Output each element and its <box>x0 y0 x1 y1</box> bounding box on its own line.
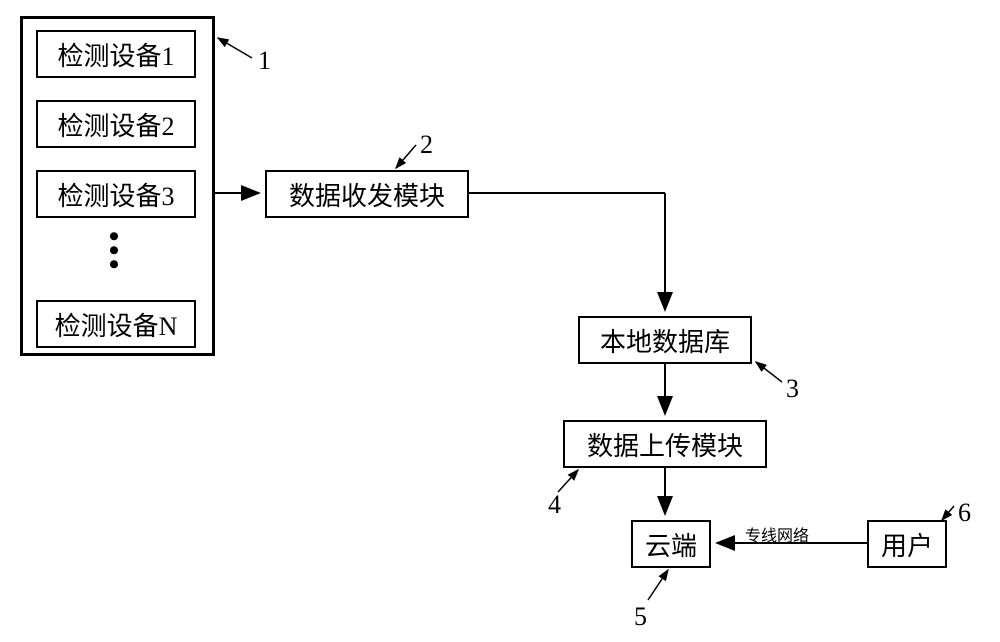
device-1-label: 检测设备1 <box>57 36 174 73</box>
ref2-leader <box>396 145 416 168</box>
device-n-label: 检测设备N <box>55 306 178 343</box>
local-db-label: 本地数据库 <box>600 322 730 359</box>
ref1-leader <box>218 38 252 58</box>
ref-5: 5 <box>634 602 647 632</box>
ref-6: 6 <box>958 498 971 528</box>
ellipsis-dots: ••• <box>104 232 124 274</box>
device-1-box: 检测设备1 <box>36 30 196 78</box>
ref5-leader <box>648 570 668 600</box>
transceiver-box: 数据收发模块 <box>265 170 469 218</box>
ref-3: 3 <box>786 374 799 404</box>
ref3-leader <box>756 362 782 382</box>
ref-2: 2 <box>420 130 433 160</box>
ref6-leader <box>942 506 954 520</box>
user-label: 用户 <box>881 526 933 563</box>
user-box: 用户 <box>867 520 947 568</box>
ref-4: 4 <box>548 490 561 520</box>
device-3-box: 检测设备3 <box>36 170 196 218</box>
device-2-box: 检测设备2 <box>36 100 196 148</box>
ref-1: 1 <box>258 46 271 76</box>
device-2-label: 检测设备2 <box>57 106 174 143</box>
edge-label-private-network: 专线网络 <box>745 522 809 546</box>
transceiver-label: 数据收发模块 <box>289 176 445 213</box>
upload-box: 数据上传模块 <box>563 420 767 468</box>
device-n-box: 检测设备N <box>36 300 196 348</box>
local-db-box: 本地数据库 <box>578 316 752 364</box>
cloud-label: 云端 <box>645 526 697 563</box>
device-3-label: 检测设备3 <box>57 176 174 213</box>
ref4-leader <box>558 470 578 492</box>
upload-label: 数据上传模块 <box>587 426 743 463</box>
cloud-box: 云端 <box>631 520 711 568</box>
diagram-container: 检测设备1 检测设备2 检测设备3 ••• 检测设备N 数据收发模块 本地数据库… <box>0 0 1000 642</box>
